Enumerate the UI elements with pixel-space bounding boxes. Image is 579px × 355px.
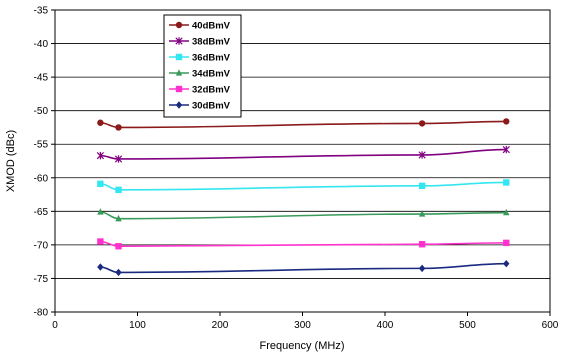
legend-label: 38dBmV [192, 37, 231, 48]
series-32dBmV [97, 238, 510, 250]
data-point [418, 264, 426, 273]
legend-label: 34dBmV [192, 69, 231, 80]
data-point [97, 180, 104, 188]
legend-swatch-marker [175, 101, 183, 109]
legend-label: 40dBmV [192, 21, 231, 32]
grid-lines [55, 43, 550, 279]
y-axis-title: XMOD (dBc) [5, 130, 17, 192]
legend-label: 32dBmV [192, 85, 231, 96]
x-tick-label: 600 [542, 320, 559, 331]
data-point [502, 145, 510, 154]
data-point [503, 208, 510, 216]
legend-label: 30dBmV [192, 101, 231, 112]
y-tick-label: -55 [34, 140, 49, 151]
data-point [115, 268, 122, 277]
data-point [418, 151, 426, 159]
data-point [96, 151, 104, 160]
data-point [115, 214, 122, 222]
series-group [96, 118, 510, 277]
data-point [418, 120, 426, 127]
x-tick-label: 500 [459, 320, 476, 331]
y-tick-label: -65 [34, 207, 49, 218]
y-tick-label: -40 [34, 39, 49, 50]
y-axis-ticks: -35 -40 -45 -50 -55 -60 -65 -70 -75 -80 [34, 6, 55, 319]
y-tick-label: -45 [34, 73, 49, 84]
data-point [97, 238, 104, 245]
series-34dBmV [97, 208, 510, 222]
legend-swatch-marker [175, 21, 183, 29]
data-point [503, 179, 510, 186]
x-tick-label: 0 [52, 320, 58, 331]
data-point [115, 186, 122, 194]
data-point [418, 182, 426, 190]
series-line [100, 181, 507, 191]
legend-swatch-marker [175, 69, 183, 76]
y-tick-label: -35 [34, 6, 49, 17]
legend: 40dBmV 38dBmV 36dBmV 34dBmV 32dBmV 30dBmV [163, 14, 242, 118]
data-point [97, 263, 104, 271]
legend-swatch-marker [175, 85, 183, 93]
x-axis-title: Frequency (MHz) [260, 340, 345, 352]
data-point [115, 243, 122, 250]
legend-swatch-marker [175, 53, 183, 61]
y-tick-label: -50 [34, 106, 49, 117]
x-tick-label: 200 [212, 320, 229, 331]
legend-box [163, 14, 242, 118]
data-point [418, 210, 426, 217]
legend-swatch-marker [175, 37, 183, 45]
series-line [100, 211, 507, 220]
plot-area [54, 9, 551, 313]
data-point [114, 155, 123, 163]
x-axis-ticks: 0 100 200 300 400 500 600 [52, 312, 559, 331]
y-tick-label: -75 [34, 274, 49, 285]
x-tick-label: 300 [294, 320, 311, 331]
data-point [503, 118, 510, 125]
series-38dBmV [96, 145, 510, 163]
x-tick-label: 100 [129, 320, 146, 331]
data-point [503, 239, 510, 247]
series-line [100, 120, 507, 129]
y-tick-label: -60 [34, 173, 49, 184]
series-30dBmV [97, 259, 510, 277]
series-line [100, 148, 507, 160]
y-tick-label: -80 [34, 308, 49, 319]
data-point [97, 119, 104, 126]
series-36dBmV [97, 179, 510, 194]
legend-label: 36dBmV [192, 53, 231, 64]
data-point [503, 259, 510, 268]
series-line [100, 262, 507, 274]
series-40dBmV [97, 118, 510, 131]
data-point [97, 208, 104, 215]
data-point [115, 124, 122, 131]
data-point [418, 241, 426, 248]
x-tick-label: 400 [377, 320, 394, 331]
y-tick-label: -70 [34, 240, 49, 251]
series-line [100, 240, 507, 248]
